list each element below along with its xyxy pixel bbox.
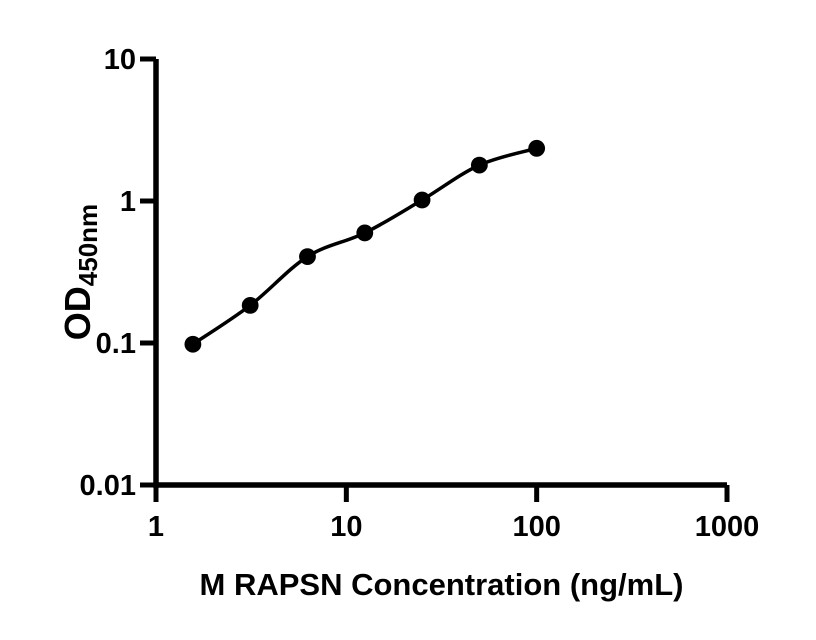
x-tick-label: 1000 [695, 511, 760, 543]
y-axis-title: OD450nm [57, 204, 103, 340]
y-tick-label: 0.01 [80, 470, 136, 502]
y-tick-label: 10 [104, 44, 136, 76]
x-tick-label: 1 [148, 511, 164, 543]
data-point-marker [356, 224, 374, 242]
data-point-marker [528, 139, 546, 157]
standard-curve-line [191, 146, 538, 346]
data-point-marker [413, 191, 431, 209]
data-point-marker [470, 156, 488, 174]
y-tick-label: 1 [120, 186, 136, 218]
y-tick-label: 0.1 [96, 328, 136, 360]
y-axis-title-main: OD [57, 286, 98, 340]
data-point-marker [299, 248, 316, 265]
y-axis-title-subscript: 450nm [73, 204, 103, 286]
x-axis-title: M RAPSN Concentration (ng/mL) [200, 567, 684, 602]
data-point-marker [241, 296, 259, 314]
x-tick-label: 100 [512, 511, 560, 543]
x-tick-label: 10 [330, 511, 362, 543]
data-point-marker [184, 335, 202, 353]
